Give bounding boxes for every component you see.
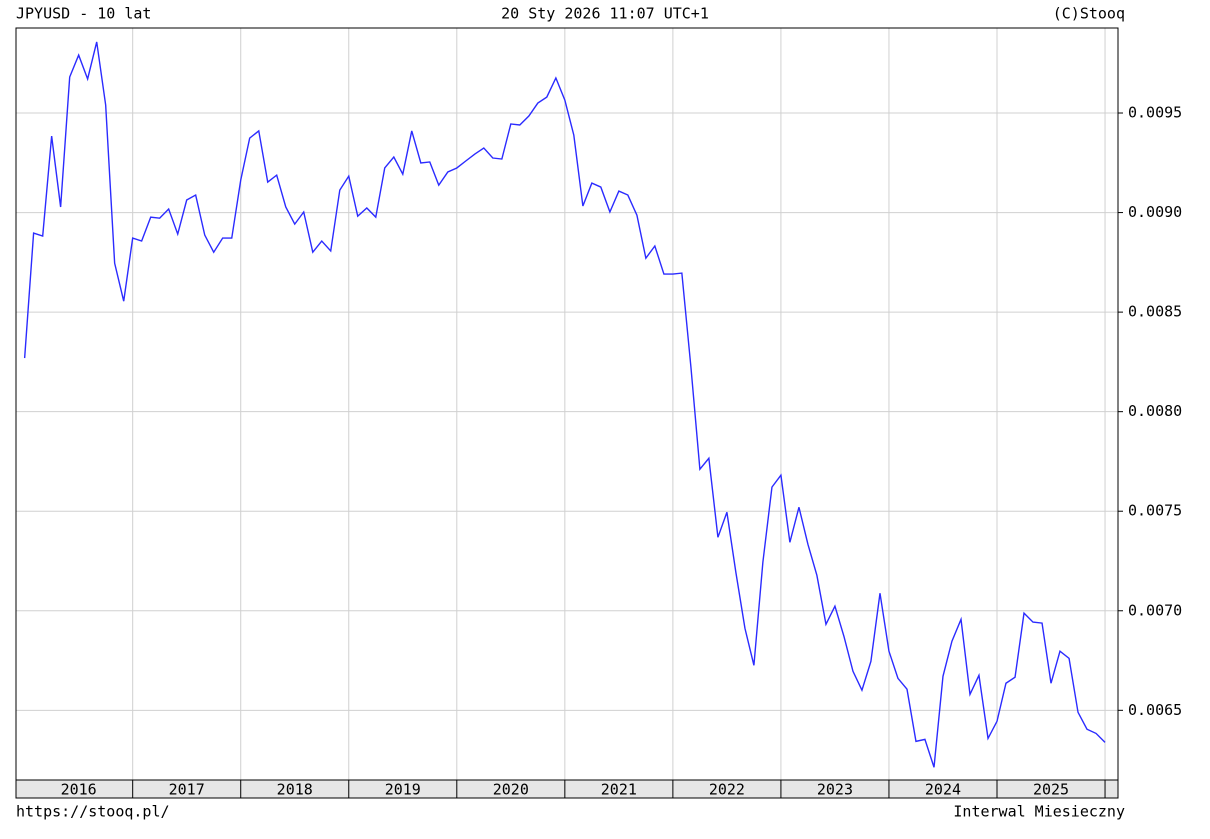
y-tick-label: 0.0090 [1128,203,1182,221]
x-tick-label: 2020 [493,781,529,799]
plot-frame [15,27,1119,799]
footer-right: Interwal Miesieczny [953,803,1125,821]
x-tick-label: 2021 [601,781,637,799]
y-tick-label: 0.0065 [1128,701,1182,719]
footer-left: https://stooq.pl/ [16,803,170,821]
copyright: (C)Stooq [1053,5,1125,23]
x-axis-band [16,780,1118,798]
y-tick-label: 0.0095 [1128,104,1182,122]
y-tick-label: 0.0075 [1128,502,1182,520]
x-tick-label: 2022 [709,781,745,799]
chart-subtitle: 20 Sty 2026 11:07 UTC+1 [501,5,709,23]
y-tick-label: 0.0080 [1128,402,1182,420]
y-tick-label: 0.0085 [1128,303,1182,321]
x-tick-label: 2017 [169,781,205,799]
x-tick-label: 2019 [385,781,421,799]
y-tick-label: 0.0070 [1128,601,1182,619]
price-line [23,41,1106,768]
x-tick-label: 2023 [817,781,853,799]
chart-title: JPYUSD - 10 lat [16,5,151,23]
x-tick-label: 2016 [61,781,97,799]
x-tick-label: 2024 [925,781,961,799]
x-tick-label: 2018 [277,781,313,799]
x-tick-label: 2025 [1033,781,1069,799]
